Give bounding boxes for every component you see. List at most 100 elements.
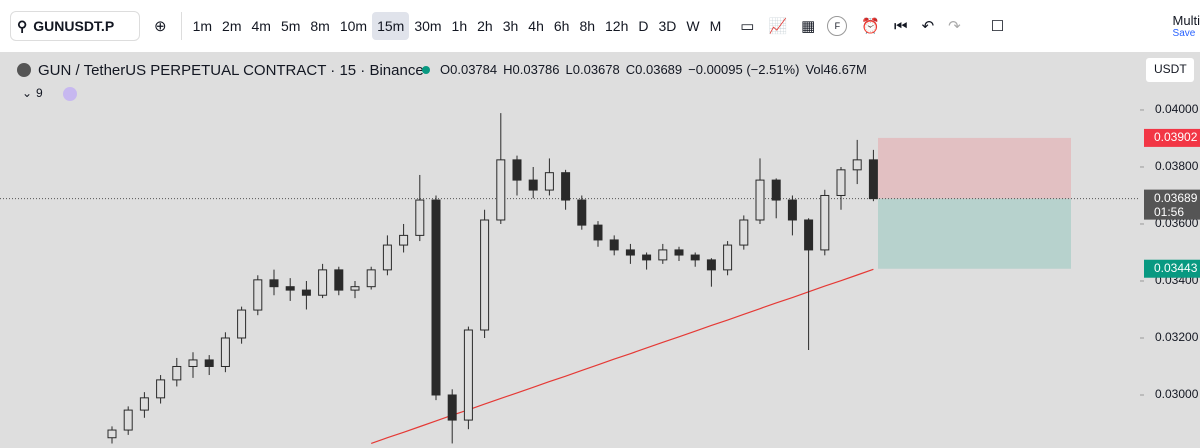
candle-body bbox=[577, 199, 587, 226]
layout-title: Multi bbox=[1172, 13, 1200, 28]
interval-button[interactable]: 8m bbox=[310, 18, 330, 34]
legend-title: GUN / TetherUS PERPETUAL CONTRACT · 15 ·… bbox=[38, 62, 424, 79]
candle-body bbox=[787, 199, 797, 221]
chart: GUN / TetherUS PERPETUAL CONTRACT · 15 ·… bbox=[0, 52, 1200, 448]
change: −0.00095 (−2.51%) bbox=[688, 62, 799, 77]
price-tag-entry bbox=[1144, 189, 1200, 220]
candle-body bbox=[107, 429, 117, 439]
alert[interactable]: ⏰ bbox=[861, 18, 881, 35]
market-status bbox=[422, 66, 430, 74]
candle-body bbox=[804, 219, 814, 251]
stop-zone bbox=[878, 137, 1071, 199]
indicators[interactable]: 📈 bbox=[768, 18, 788, 35]
candle-body bbox=[463, 329, 473, 421]
candle-body bbox=[139, 397, 149, 411]
ohlc-label: O bbox=[440, 62, 450, 77]
y-tick-label: 0.04000 bbox=[1155, 102, 1199, 116]
interval-button[interactable]: 10m bbox=[339, 18, 368, 34]
price-tag-target bbox=[1144, 259, 1200, 278]
symbol: GUNUSDT.P bbox=[33, 18, 115, 34]
candle-body bbox=[237, 309, 247, 339]
save-button[interactable]: Save bbox=[1172, 28, 1196, 39]
candle-body bbox=[318, 269, 328, 296]
interval-button[interactable]: 3h bbox=[502, 18, 519, 34]
candle-body bbox=[690, 254, 700, 261]
interval-button[interactable]: 4h bbox=[528, 18, 544, 34]
candle-body bbox=[447, 394, 457, 421]
interval-button[interactable]: 1h bbox=[451, 18, 468, 34]
candle-body bbox=[512, 159, 522, 181]
legend-values: O0.03784 H0.03786 L0.03678 C0.03689 −0.00095… bbox=[440, 62, 867, 77]
candle-body bbox=[674, 249, 684, 256]
top-toolbar: ⚲ GUNUSDT.P ⊕ 1m 2m 4m 5m 8m 10m 15m 30m 1h 2h 3h 4h… bbox=[0, 0, 1200, 53]
candle-body bbox=[188, 359, 198, 367]
indicators-toggle[interactable]: ⌄ bbox=[22, 86, 32, 100]
interval-button[interactable]: 15m bbox=[372, 12, 410, 40]
add-symbol[interactable]: ⊕ bbox=[154, 18, 167, 35]
candle-body bbox=[123, 409, 133, 431]
candle-body bbox=[820, 194, 830, 251]
candle-body bbox=[253, 279, 263, 311]
ohlc-value: 0.03784 bbox=[450, 62, 497, 77]
candle-body bbox=[350, 286, 360, 291]
y-tick-label: 0.03000 bbox=[1155, 387, 1199, 401]
candle-body bbox=[366, 269, 376, 288]
y-tick-label: 0.03800 bbox=[1155, 159, 1199, 173]
candle-body bbox=[723, 244, 733, 271]
layout-name[interactable]: Multi Save bbox=[1173, 14, 1200, 40]
ohlc-label: L bbox=[566, 62, 573, 77]
redo[interactable]: ↷ bbox=[948, 18, 961, 35]
interval-button[interactable]: 6h bbox=[553, 18, 570, 34]
interval-button[interactable]: 30m bbox=[414, 18, 442, 34]
interval-button[interactable]: 3D bbox=[658, 18, 677, 34]
interval-button[interactable]: 4m bbox=[251, 18, 271, 34]
ohlc-value: 0.03689 bbox=[635, 62, 682, 77]
currency[interactable]: USDT bbox=[1154, 62, 1187, 76]
candle-body bbox=[755, 179, 765, 221]
layouts[interactable]: ▦ bbox=[801, 18, 816, 35]
sync-icon[interactable] bbox=[63, 87, 77, 101]
candle-body bbox=[269, 279, 279, 288]
candle-body bbox=[220, 337, 230, 367]
candle-body bbox=[480, 219, 490, 331]
interval-button[interactable]: W bbox=[686, 18, 700, 34]
candle-body bbox=[301, 289, 311, 296]
indicators-count[interactable]: 9 bbox=[36, 86, 43, 100]
interval-button[interactable]: M bbox=[709, 18, 722, 34]
symbol-search[interactable]: ⚲ GUNUSDT.P bbox=[10, 11, 140, 41]
ohlc-label: H bbox=[503, 62, 512, 77]
interval-button[interactable]: 2h bbox=[477, 18, 493, 34]
candle-body bbox=[431, 199, 441, 396]
search-icon: ⚲ bbox=[17, 17, 28, 34]
fundamentals[interactable]: F bbox=[827, 16, 848, 36]
candle-body bbox=[382, 244, 392, 271]
candle-body bbox=[399, 234, 409, 246]
candle-body bbox=[415, 199, 425, 236]
interval-button[interactable]: 12h bbox=[605, 18, 629, 34]
candle-body bbox=[204, 359, 214, 367]
undo[interactable]: ↶ bbox=[921, 18, 935, 35]
candle-body bbox=[496, 159, 506, 221]
y-tick-label: 0.03600 bbox=[1155, 216, 1199, 230]
replay[interactable]: ⏮ bbox=[894, 17, 908, 35]
intervals: 1m 2m 4m 5m 8m 10m 15m 30m 1h 2h 3h 4h 6h 8h 12h D 3D W M bbox=[180, 12, 727, 40]
symbol-logo bbox=[17, 63, 31, 77]
interval-button[interactable]: 2m bbox=[222, 18, 242, 34]
layout-toggle[interactable]: ☐ bbox=[990, 18, 1005, 35]
candle-body bbox=[658, 249, 668, 261]
candle-body bbox=[868, 159, 878, 200]
candle-body bbox=[739, 219, 749, 246]
currency-button[interactable] bbox=[1146, 58, 1194, 82]
candle-body bbox=[561, 172, 571, 201]
candle-body bbox=[852, 159, 862, 171]
interval-button[interactable]: 8h bbox=[579, 18, 596, 34]
interval-button[interactable]: 5m bbox=[280, 18, 301, 34]
chart-type[interactable]: ▭ bbox=[740, 18, 755, 35]
interval-button[interactable]: 1m bbox=[192, 18, 213, 34]
countdown: 01:56 bbox=[1154, 205, 1184, 219]
candle-body bbox=[771, 179, 781, 201]
interval-button[interactable]: D bbox=[638, 18, 649, 34]
ohlc-label: C bbox=[626, 62, 635, 77]
candle-body bbox=[285, 286, 295, 291]
